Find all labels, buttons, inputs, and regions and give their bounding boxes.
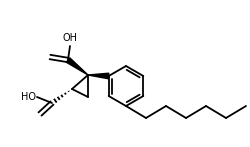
Text: OH: OH: [62, 33, 78, 43]
Polygon shape: [88, 73, 109, 79]
Polygon shape: [66, 58, 88, 75]
Text: HO: HO: [21, 92, 36, 102]
